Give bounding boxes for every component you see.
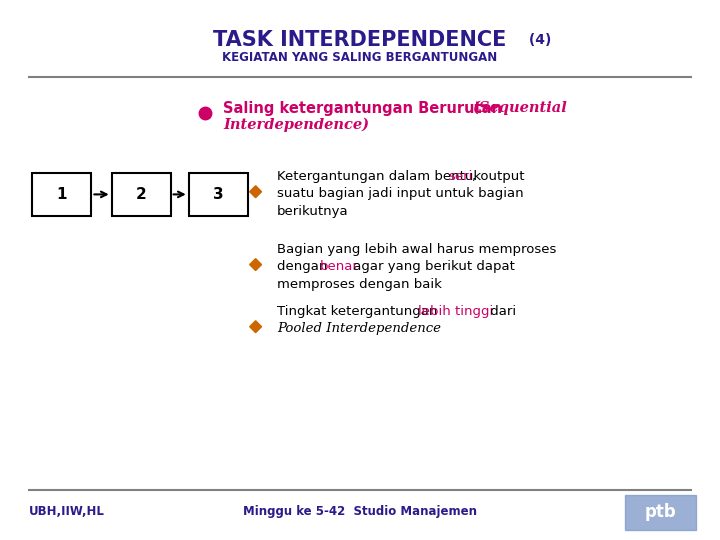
Text: Ketergantungan dalam bentuk: Ketergantungan dalam bentuk [277,170,485,183]
Polygon shape [250,186,261,198]
FancyBboxPatch shape [32,173,91,216]
Text: (Sequential: (Sequential [472,101,567,115]
Text: seri: seri [449,170,473,183]
Text: berikutnya: berikutnya [277,205,348,218]
Text: lebih tinggi: lebih tinggi [418,305,494,318]
Text: 2: 2 [136,187,146,202]
Text: suatu bagian jadi input untuk bagian: suatu bagian jadi input untuk bagian [277,187,524,200]
Text: Interdependence): Interdependence) [223,118,369,132]
Text: benar: benar [320,260,359,273]
Text: dari: dari [486,305,516,318]
Text: KEGIATAN YANG SALING BERGANTUNGAN: KEGIATAN YANG SALING BERGANTUNGAN [222,51,498,64]
Text: Tingkat ketergantungan: Tingkat ketergantungan [277,305,442,318]
Text: ptb: ptb [644,503,676,522]
Text: , output: , output [472,170,524,183]
Polygon shape [250,321,261,333]
FancyBboxPatch shape [189,173,248,216]
Text: Bagian yang lebih awal harus memproses: Bagian yang lebih awal harus memproses [277,243,557,256]
Text: agar yang berikut dapat: agar yang berikut dapat [349,260,515,273]
Text: (4): (4) [524,33,552,48]
Text: UBH,IIW,HL: UBH,IIW,HL [29,505,104,518]
Text: dengan: dengan [277,260,332,273]
Text: 1: 1 [57,187,67,202]
Text: Pooled Interdependence: Pooled Interdependence [277,322,441,335]
FancyBboxPatch shape [625,495,696,530]
Text: Saling ketergantungan Berurutan: Saling ketergantungan Berurutan [223,100,508,116]
Text: Minggu ke 5-42  Studio Manajemen: Minggu ke 5-42 Studio Manajemen [243,505,477,518]
Text: memproses dengan baik: memproses dengan baik [277,278,442,291]
Text: TASK INTERDEPENDENCE: TASK INTERDEPENDENCE [213,30,507,51]
Polygon shape [250,259,261,271]
FancyBboxPatch shape [112,173,171,216]
Text: 3: 3 [213,187,223,202]
